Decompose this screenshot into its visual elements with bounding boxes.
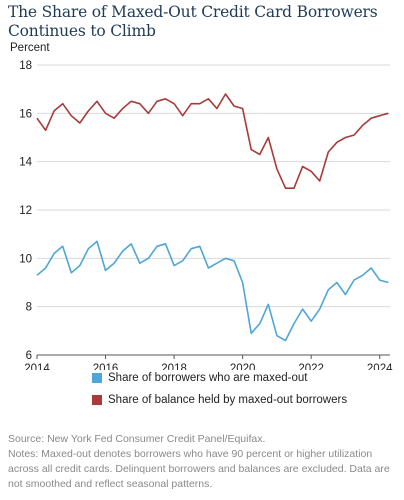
tick-labels: 6 8 10 12 14 16 18 2014 2016 2018 2020 2022 2024 [19, 60, 393, 370]
y-tick-label-8: 8 [26, 302, 32, 314]
legend-swatch-borrowers [92, 373, 102, 383]
y-tick-label-6: 6 [26, 350, 32, 362]
footnote: Source: New York Fed Consumer Credit Pan… [8, 432, 400, 492]
legend-item-borrowers: Share of borrowers who are maxed-out [92, 368, 347, 388]
legend: Share of borrowers who are maxed-out Sha… [92, 368, 347, 412]
chart-title: The Share of Maxed-Out Credit Card Borro… [8, 3, 378, 40]
y-tick-label-12: 12 [19, 205, 32, 217]
x-tick-label-2018: 2018 [161, 363, 187, 370]
notes-text: Notes: Maxed-out denotes borrowers who h… [8, 448, 390, 490]
x-tick-label-2024: 2024 [367, 363, 393, 370]
x-tick-label-2020: 2020 [230, 363, 256, 370]
legend-label-balance: Share of balance held by maxed-out borro… [108, 394, 348, 406]
y-tick-label-10: 10 [19, 253, 32, 265]
y-tick-label-14: 14 [19, 157, 32, 169]
legend-label-borrowers: Share of borrowers who are maxed-out [108, 372, 308, 384]
y-tick-label-16: 16 [19, 108, 32, 120]
line-chart: 6 8 10 12 14 16 18 2014 2016 2018 2020 2022 2024 [19, 60, 393, 370]
x-tick-label-2016: 2016 [93, 363, 119, 370]
x-tick-label-2022: 2022 [298, 363, 324, 370]
axes [36, 354, 390, 359]
legend-item-balance: Share of balance held by maxed-out borro… [92, 390, 347, 410]
series-line-2 [36, 93, 389, 189]
gridlines [37, 64, 390, 308]
series [36, 93, 389, 342]
y-axis-unit-label: Percent [10, 42, 50, 54]
legend-swatch-balance [92, 395, 102, 405]
y-tick-label-18: 18 [19, 60, 32, 72]
x-tick-label-2014: 2014 [24, 363, 50, 370]
series-line-1 [36, 240, 389, 342]
source-note: Source: New York Fed Consumer Credit Pan… [8, 433, 266, 445]
